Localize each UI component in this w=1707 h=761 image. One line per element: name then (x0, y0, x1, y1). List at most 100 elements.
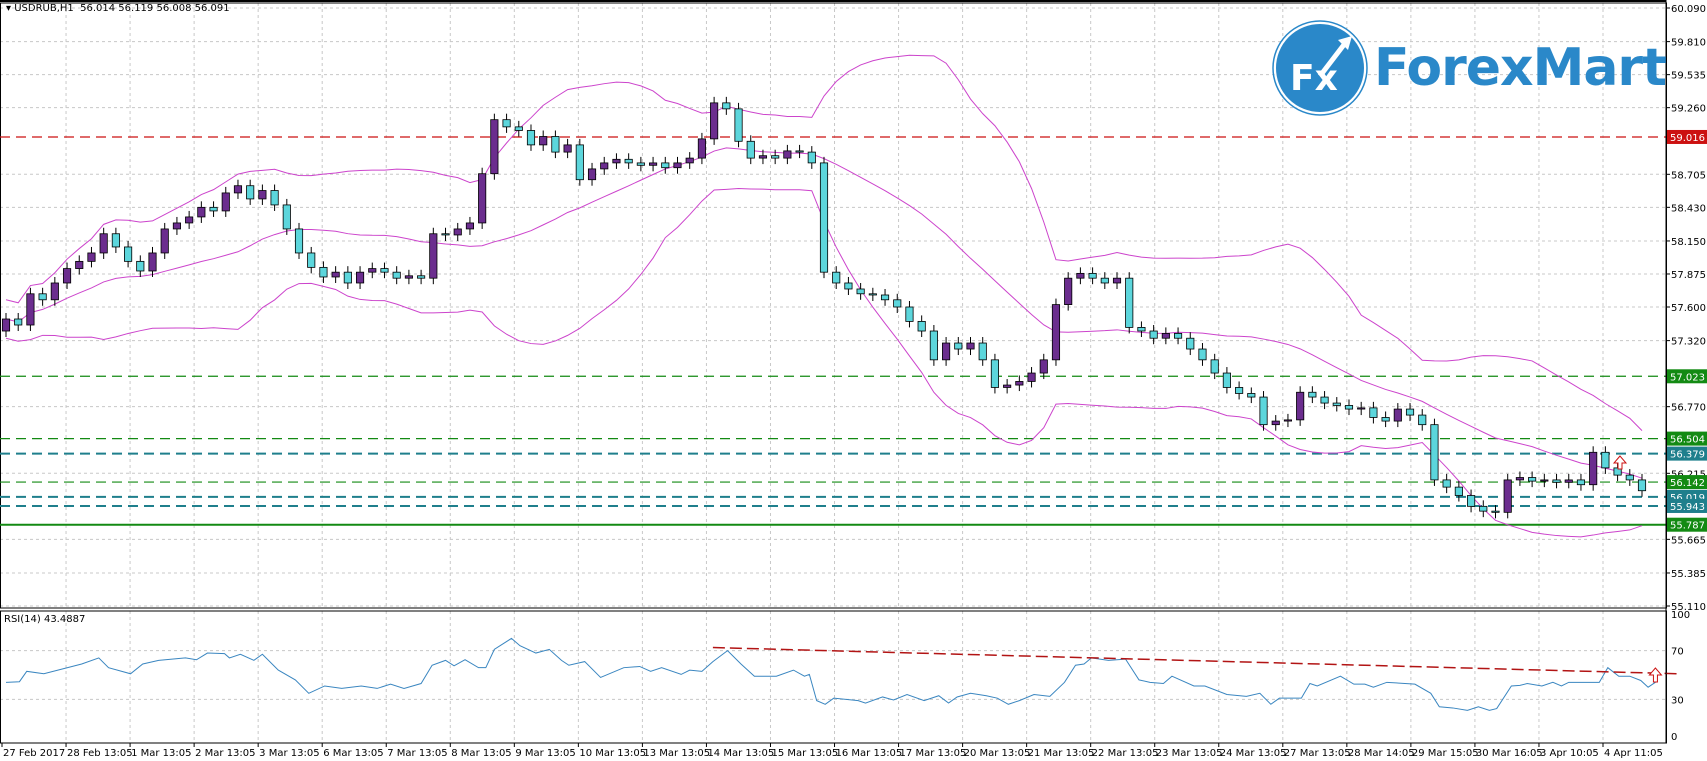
level-label-bg (1667, 129, 1707, 144)
candle-bullish (539, 136, 548, 146)
candle-bearish (1601, 451, 1610, 469)
bollinger-upper-band (5, 54, 1643, 431)
price-axis-label: 55.665 (1671, 535, 1706, 546)
candle-bearish (1405, 408, 1415, 416)
candle-bullish (258, 190, 267, 200)
price-axis-label: 57.875 (1671, 270, 1706, 281)
candle-bullish (758, 155, 768, 159)
level-label-bg (1667, 446, 1707, 461)
time-axis-label: 9 Mar 13:05 (515, 748, 575, 759)
time-axis-label: 1 Mar 13:05 (131, 748, 191, 759)
rsi-axis-label: 70 (1671, 647, 1684, 658)
candle-bearish (270, 190, 279, 206)
time-axis-label: 22 Mar 13:05 (1092, 748, 1159, 759)
candle-bearish (1479, 505, 1488, 512)
candle-bullish (966, 342, 975, 350)
candle-bearish (795, 150, 804, 153)
price-axis-label: 59.260 (1671, 104, 1706, 115)
candle-bullish (331, 271, 340, 278)
up-arrow-icon (1612, 455, 1628, 470)
price-axis-label: 56.770 (1671, 403, 1706, 414)
level-label: 56.379 (1670, 450, 1705, 461)
candle-bearish (1210, 359, 1219, 374)
level-label: 56.019 (1670, 493, 1705, 504)
collapse-triangle-icon[interactable]: ▾ (6, 3, 15, 14)
candle-bearish (1259, 396, 1268, 426)
candle-bearish (282, 204, 291, 230)
candle-bullish (697, 138, 706, 159)
candle-bearish (1552, 479, 1561, 483)
candle-bearish (392, 271, 401, 279)
candle-bearish (1320, 396, 1329, 404)
time-axis-label: 16 Mar 13:05 (836, 748, 903, 759)
candle-bullish (62, 268, 72, 284)
candle-bullish (465, 222, 475, 230)
candle-bearish (1186, 337, 1195, 350)
candle-bearish (209, 206, 218, 212)
price-axis-label: 58.430 (1671, 203, 1706, 214)
candle-bearish (1381, 417, 1390, 422)
candle-bearish (1454, 486, 1463, 496)
price-axis-label: 59.535 (1671, 71, 1706, 82)
time-axis-label: 28 Feb 13:05 (67, 748, 133, 759)
time-axis-label: 6 Mar 13:05 (323, 748, 383, 759)
candle-bearish (307, 252, 316, 268)
candle-bearish (624, 158, 633, 164)
candle-bullish (233, 185, 243, 194)
candle-bullish (478, 173, 487, 224)
price-axis-label: 60.090 (1671, 4, 1706, 15)
candle-bullish (404, 275, 413, 279)
time-axis-label: 13 Mar 13:05 (643, 748, 710, 759)
candle-bearish (417, 275, 426, 279)
time-axis-label: 3 Apr 10:05 (1540, 748, 1599, 759)
candle-bearish (819, 162, 829, 273)
level-label: 55.787 (1670, 521, 1705, 532)
time-axis-label: 30 Mar 16:05 (1476, 748, 1543, 759)
candle-bearish (1235, 387, 1244, 394)
time-axis-label: 7 Mar 13:05 (387, 748, 447, 759)
candle-bearish (1198, 348, 1207, 361)
forexmart-logo: Fx ForexMart (1272, 20, 1667, 116)
candle-bullish (783, 150, 792, 159)
level-label: 57.023 (1670, 372, 1705, 383)
candle-bearish (1418, 414, 1427, 426)
candle-bullish (221, 192, 230, 212)
candle-bearish (832, 271, 841, 284)
candle-bearish (905, 306, 914, 322)
candle-bullish (148, 252, 157, 272)
candle-bearish (893, 299, 902, 308)
candle-bearish (1344, 405, 1354, 410)
level-label: 55.943 (1670, 502, 1705, 513)
time-axis-label: 15 Mar 13:05 (771, 748, 838, 759)
candle-bullish (710, 102, 719, 140)
candle-bearish (771, 155, 780, 159)
candle-bearish (636, 162, 645, 166)
time-axis-label: 10 Mar 13:05 (579, 748, 646, 759)
time-axis-label: 21 Mar 13:05 (1028, 748, 1095, 759)
candle-bullish (75, 260, 84, 269)
time-axis-label: 2 Mar 13:05 (195, 748, 255, 759)
candle-bearish (734, 108, 743, 142)
candle-bullish (1503, 479, 1512, 513)
candle-bearish (929, 330, 938, 361)
candle-bullish (1271, 420, 1280, 426)
candle-bearish (1100, 277, 1109, 284)
candle-bullish (587, 168, 597, 181)
price-axis-label: 58.150 (1671, 237, 1706, 248)
candle-bearish (1247, 393, 1256, 398)
level-label-bg (1667, 431, 1707, 446)
candle-bullish (453, 228, 462, 236)
candle-bearish (1576, 479, 1586, 486)
time-axis-label: 14 Mar 13:05 (707, 748, 774, 759)
candle-bullish (600, 162, 609, 170)
candle-bearish (514, 126, 523, 131)
rsi-line (5, 637, 1656, 711)
candle-bullish (1357, 407, 1366, 410)
candle-bullish (1393, 408, 1402, 422)
candle-bullish (160, 228, 169, 254)
level-label-bg (1667, 498, 1707, 513)
candle-bullish (429, 233, 438, 279)
candle-bearish (1222, 372, 1231, 388)
candle-bullish (1540, 479, 1549, 482)
